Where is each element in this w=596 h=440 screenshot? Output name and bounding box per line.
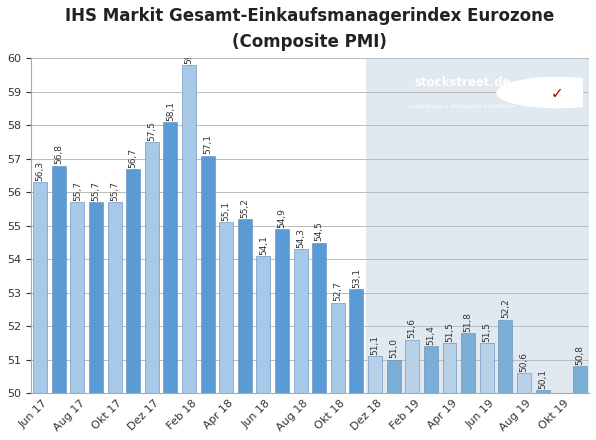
Bar xyxy=(480,343,493,393)
Text: 56,8: 56,8 xyxy=(54,144,63,164)
Bar xyxy=(275,229,289,393)
Bar xyxy=(163,122,178,393)
Bar xyxy=(517,373,531,393)
Bar xyxy=(294,249,308,393)
Text: 50,8: 50,8 xyxy=(575,345,584,365)
Bar xyxy=(182,65,196,393)
Bar xyxy=(573,367,586,393)
Bar xyxy=(145,142,159,393)
Title: IHS Markit Gesamt-Einkaufsmanagerindex Eurozone
(Composite PMI): IHS Markit Gesamt-Einkaufsmanagerindex E… xyxy=(66,7,554,51)
Bar xyxy=(126,169,140,393)
Bar xyxy=(536,390,550,393)
Bar xyxy=(33,182,47,393)
Text: 51,5: 51,5 xyxy=(445,322,454,341)
Text: 55,7: 55,7 xyxy=(73,181,82,201)
Bar xyxy=(70,202,84,393)
Text: 51,0: 51,0 xyxy=(389,338,398,359)
Text: 51,5: 51,5 xyxy=(482,322,491,341)
Text: 50,6: 50,6 xyxy=(520,352,529,372)
Text: 54,1: 54,1 xyxy=(259,235,268,255)
Text: 53,1: 53,1 xyxy=(352,268,361,288)
Text: 54,9: 54,9 xyxy=(278,208,287,228)
Bar xyxy=(219,223,233,393)
Text: 52,7: 52,7 xyxy=(333,282,342,301)
Bar xyxy=(256,256,271,393)
Bar xyxy=(387,360,401,393)
Text: 52,2: 52,2 xyxy=(501,298,510,318)
Bar xyxy=(52,165,66,393)
Text: 56,7: 56,7 xyxy=(129,147,138,168)
Bar xyxy=(442,343,457,393)
Text: 55,2: 55,2 xyxy=(240,198,249,218)
Bar xyxy=(366,59,589,393)
Bar xyxy=(498,319,513,393)
Text: 58,1: 58,1 xyxy=(166,101,175,121)
Text: 54,5: 54,5 xyxy=(315,221,324,241)
Bar xyxy=(405,340,419,393)
Text: 51,1: 51,1 xyxy=(371,335,380,355)
Text: 51,8: 51,8 xyxy=(464,312,473,332)
Bar xyxy=(349,290,364,393)
Text: 57,1: 57,1 xyxy=(203,134,212,154)
Text: 57,5: 57,5 xyxy=(147,121,156,141)
Bar xyxy=(201,155,215,393)
Text: 51,4: 51,4 xyxy=(426,325,436,345)
Text: 59,8: 59,8 xyxy=(185,44,194,64)
Text: 56,3: 56,3 xyxy=(36,161,45,181)
Bar xyxy=(461,333,475,393)
Text: 54,3: 54,3 xyxy=(296,228,305,248)
Bar xyxy=(312,242,326,393)
Bar xyxy=(331,303,345,393)
Text: 55,7: 55,7 xyxy=(91,181,100,201)
Text: 51,6: 51,6 xyxy=(408,318,417,338)
Text: 55,7: 55,7 xyxy=(110,181,119,201)
Bar xyxy=(89,202,103,393)
Bar xyxy=(368,356,382,393)
Text: 50,1: 50,1 xyxy=(538,369,547,389)
Bar xyxy=(107,202,122,393)
Bar xyxy=(238,219,252,393)
Bar xyxy=(424,346,438,393)
Text: 55,1: 55,1 xyxy=(222,201,231,221)
